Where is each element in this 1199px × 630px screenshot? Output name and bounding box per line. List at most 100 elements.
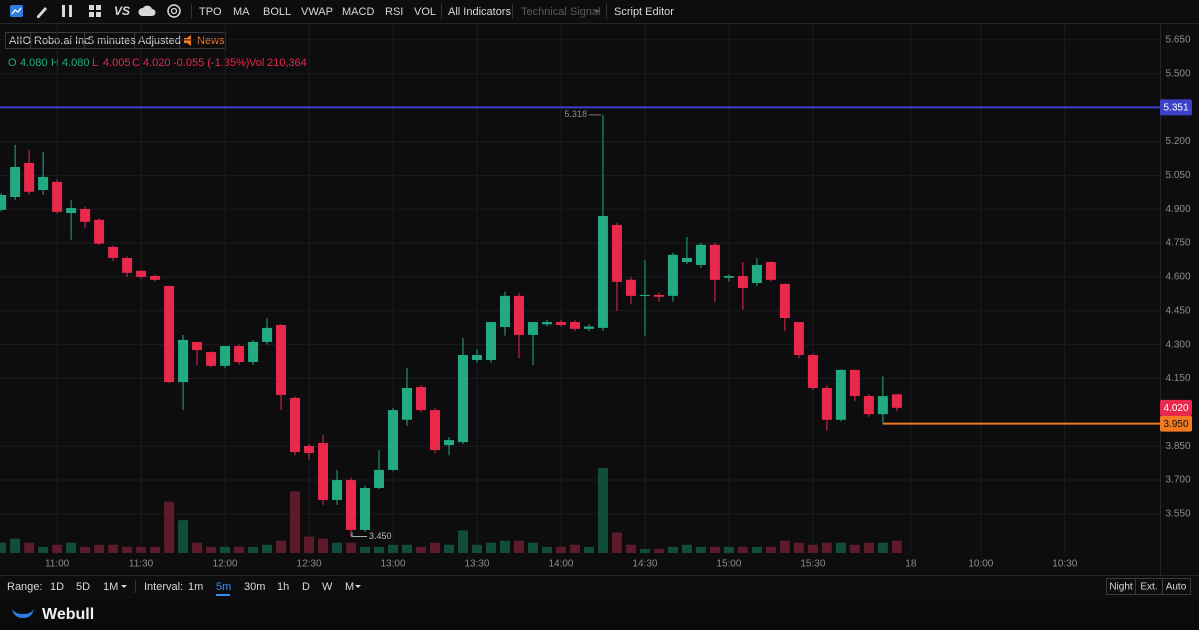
- all-indicators-button[interactable]: All Indicators: [448, 6, 511, 18]
- candle-body: [723, 276, 734, 278]
- candle-body: [737, 276, 748, 288]
- volume-bar: [639, 548, 650, 553]
- x-tick-label: 13:00: [380, 559, 405, 570]
- script-editor-button[interactable]: Script Editor: [614, 6, 674, 18]
- price-tag-label: 5.351: [1163, 103, 1188, 114]
- icon-draw[interactable]: [37, 7, 47, 18]
- candle-body: [276, 324, 287, 395]
- candle-body: [695, 244, 706, 265]
- volume-bar: [457, 530, 468, 553]
- volume-bar: [793, 542, 804, 553]
- icon-compare[interactable]: [62, 5, 65, 17]
- candle-body: [66, 208, 77, 214]
- volume-bar: [443, 544, 454, 553]
- interval-button[interactable]: D: [302, 581, 310, 593]
- volume-bar: [248, 546, 259, 553]
- ticker[interactable]: AIIO: [9, 35, 31, 47]
- indicator-button[interactable]: VOL: [414, 6, 436, 18]
- interval-button[interactable]: 30m: [244, 581, 265, 593]
- indicator-button[interactable]: VWAP: [301, 6, 333, 18]
- range-button[interactable]: 1M: [103, 581, 118, 593]
- quote-value: 4.080: [62, 57, 90, 69]
- volume-bar: [38, 546, 49, 553]
- icon-target[interactable]: [167, 4, 181, 18]
- candle-body: [583, 326, 594, 329]
- volume-bar: [807, 544, 818, 553]
- candle-body: [388, 410, 399, 470]
- candle-body: [402, 387, 413, 420]
- x-tick-label: 10:30: [1052, 559, 1077, 570]
- technical-signal-button[interactable]: Technical Signal: [521, 6, 601, 18]
- volume-bar: [765, 546, 776, 553]
- mode-button[interactable]: Night: [1109, 582, 1133, 593]
- volume-bar: [541, 546, 552, 553]
- volume-bar: [0, 542, 7, 553]
- candle-body: [443, 440, 454, 446]
- interval-button[interactable]: 1h: [277, 581, 289, 593]
- news[interactable]: News: [197, 35, 225, 47]
- price-tag: [1160, 99, 1192, 116]
- candle-body: [108, 246, 119, 258]
- indicator-button[interactable]: RSI: [385, 6, 403, 18]
- volume-bar: [430, 542, 440, 553]
- interval[interactable]: 5 minutes: [88, 35, 136, 47]
- indicator-button[interactable]: MA: [233, 6, 250, 18]
- volume-bar: [206, 546, 217, 553]
- candle-body: [751, 264, 762, 284]
- candle-body: [667, 254, 678, 296]
- y-tick-label: 3.550: [1165, 509, 1190, 520]
- volume-bar: [150, 546, 161, 553]
- volume-bar: [318, 538, 329, 553]
- dropdown-caret: [121, 585, 127, 588]
- volume-bar: [388, 544, 399, 553]
- adjust[interactable]: Adjusted: [138, 35, 181, 47]
- candle-body: [10, 166, 21, 198]
- icon-cloud[interactable]: [138, 5, 156, 16]
- x-tick-label: 11:30: [129, 559, 154, 570]
- volume-bar: [108, 544, 119, 553]
- volume-bar: [667, 546, 678, 553]
- volume-bar: [485, 542, 496, 553]
- interval-button[interactable]: M: [345, 581, 354, 593]
- candle-body: [891, 394, 902, 408]
- volume-bar: [332, 542, 343, 553]
- candle-body: [234, 345, 245, 363]
- candle-body: [304, 445, 315, 453]
- candle-body: [136, 270, 147, 277]
- range-button[interactable]: 1D: [50, 581, 64, 593]
- logo-text: Webull: [42, 606, 94, 623]
- indicator-button[interactable]: MACD: [342, 6, 374, 18]
- range-button[interactable]: 5D: [76, 581, 90, 593]
- mode-button[interactable]: Ext.: [1140, 582, 1157, 593]
- interval-button[interactable]: 1m: [188, 581, 203, 593]
- interval-button[interactable]: W: [322, 581, 333, 593]
- y-tick-label: 4.150: [1165, 373, 1190, 384]
- volume-bar: [737, 546, 748, 553]
- volume-bar: [178, 520, 189, 553]
- volume-bar: [779, 540, 790, 553]
- icon-layout[interactable]: [89, 5, 101, 17]
- candle-body: [639, 294, 650, 296]
- volume-bar: [10, 538, 21, 553]
- quote-label: H: [51, 57, 59, 69]
- volume-bar: [709, 546, 720, 553]
- candle-body: [24, 162, 35, 192]
- x-tick-label: 14:30: [632, 559, 657, 570]
- volume-bar: [849, 544, 860, 553]
- dropdown-caret: [594, 10, 600, 13]
- candle-body: [793, 322, 804, 356]
- indicator-button[interactable]: TPO: [199, 6, 222, 18]
- volume-bar: [360, 546, 371, 553]
- volume-bar: [192, 542, 203, 553]
- dropdown-caret: [355, 585, 361, 588]
- volume-bar: [471, 544, 482, 553]
- volume-bar: [262, 544, 273, 553]
- indicator-button[interactable]: BOLL: [263, 6, 291, 18]
- y-tick-label: 4.450: [1165, 305, 1190, 316]
- icon-vs[interactable]: VS: [114, 4, 130, 18]
- quote-value: 4.005: [103, 57, 131, 69]
- interval-button[interactable]: 5m: [216, 581, 231, 593]
- mode-button[interactable]: Auto: [1166, 582, 1187, 593]
- quote-label: C: [132, 57, 140, 69]
